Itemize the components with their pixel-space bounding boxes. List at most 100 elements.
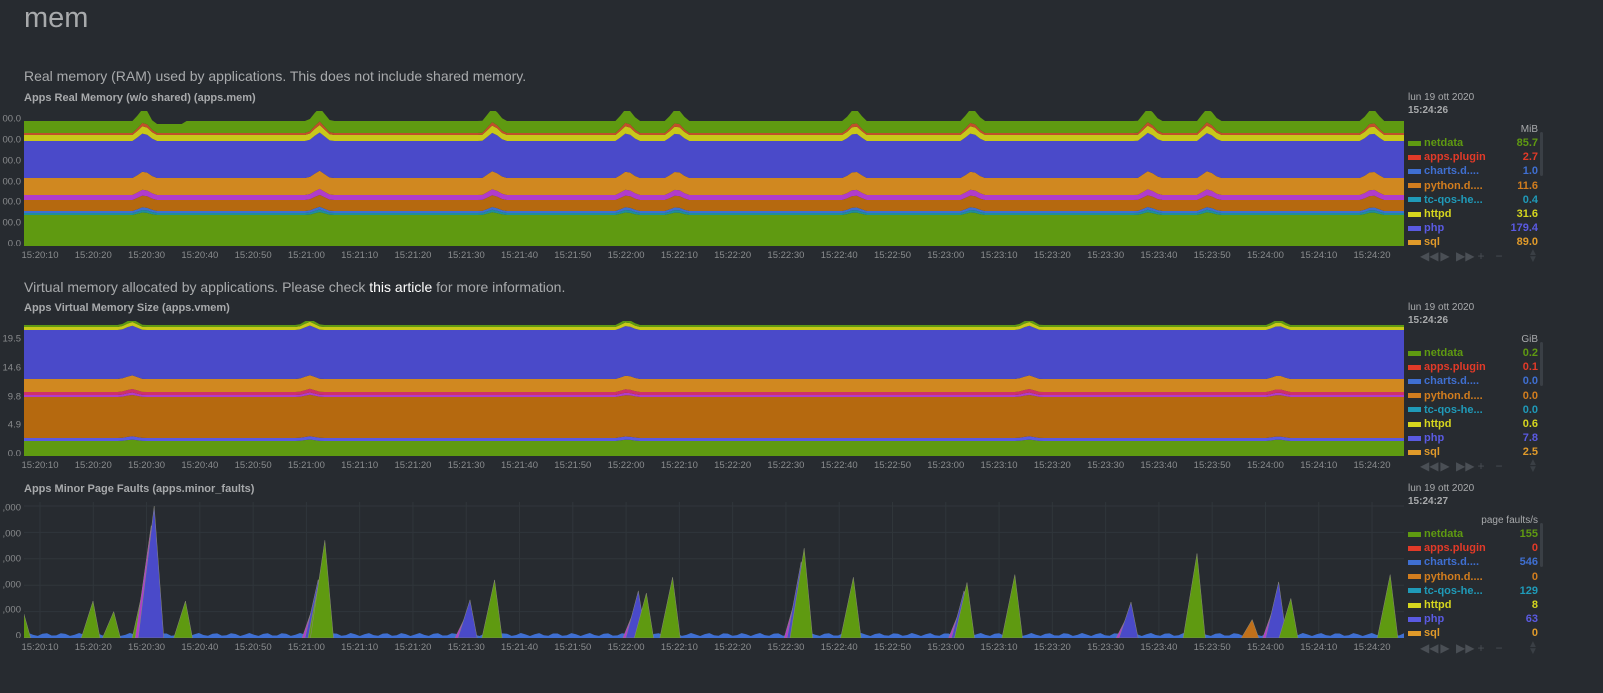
- x-tick-label: 15:21:00: [287, 460, 325, 471]
- legend-item-charts-d[interactable]: charts.d.... 0.0: [1408, 374, 1538, 388]
- x-tick-label: 15:24:10: [1300, 250, 1338, 261]
- legend-swatch: [1408, 602, 1421, 608]
- x-tick-label: 15:23:50: [1193, 250, 1231, 261]
- x-tick-label: 15:23:10: [980, 642, 1018, 653]
- legend-scrollbar[interactable]: [1540, 523, 1543, 567]
- legend-item-sql[interactable]: sql 89.0: [1408, 235, 1538, 249]
- plot-area[interactable]: [24, 111, 1404, 246]
- series-area: [24, 132, 1404, 178]
- legend-swatch: [1408, 574, 1421, 580]
- legend-swatch: [1408, 616, 1421, 622]
- legend-item-tc-qos-he[interactable]: tc-qos-he... 0.4: [1408, 193, 1538, 207]
- this-article-link[interactable]: this article: [369, 279, 433, 295]
- y-tick-label: ,000: [2, 502, 22, 514]
- legend-item-httpd[interactable]: httpd 8: [1408, 598, 1538, 612]
- x-tick-label: 15:24:20: [1353, 642, 1391, 653]
- legend-item-python-d[interactable]: python.d.... 11.6: [1408, 179, 1538, 193]
- legend-item-apps-plugin[interactable]: apps.plugin 0: [1408, 541, 1538, 555]
- legend-item-php[interactable]: php 7.8: [1408, 431, 1538, 445]
- y-tick-label: 0.0: [7, 448, 21, 457]
- legend-value: 0.0: [1522, 403, 1538, 416]
- x-tick-label: 15:23:00: [927, 642, 965, 653]
- y-tick-label: 14.6: [2, 362, 22, 374]
- plot-area[interactable]: [24, 321, 1404, 456]
- x-tick-label: 15:20:40: [181, 460, 219, 471]
- zoom-in-icon[interactable]: +: [1477, 249, 1485, 263]
- series-area: [24, 188, 1404, 200]
- legend-item-netdata[interactable]: netdata 155: [1408, 527, 1538, 541]
- legend-item-apps-plugin[interactable]: apps.plugin 0.1: [1408, 360, 1538, 374]
- legend-value: 0.6: [1522, 418, 1538, 431]
- legend-item-sql[interactable]: sql 0: [1408, 626, 1538, 640]
- zoom-out-icon[interactable]: −: [1495, 459, 1503, 473]
- legend-item-tc-qos-he[interactable]: tc-qos-he... 129: [1408, 584, 1538, 598]
- resize-handle-icon[interactable]: ▲ ▼: [1528, 247, 1538, 265]
- section-description-vmem: Virtual memory allocated by applications…: [24, 279, 566, 295]
- legend-label: netdata: [1424, 137, 1464, 150]
- legend-item-apps-plugin[interactable]: apps.plugin 2.7: [1408, 150, 1538, 164]
- series-area: [24, 209, 1404, 215]
- x-tick-label: 15:20:20: [74, 642, 112, 653]
- chart-title: Apps Virtual Memory Size (apps.vmem): [24, 302, 230, 314]
- resize-handle-icon[interactable]: ▲ ▼: [1528, 639, 1538, 657]
- series-area: [24, 436, 1404, 441]
- zoom-in-icon[interactable]: +: [1477, 641, 1485, 655]
- legend-swatch: [1408, 197, 1421, 203]
- legend-swatch: [1408, 364, 1421, 370]
- legend-item-charts-d[interactable]: charts.d.... 546: [1408, 555, 1538, 569]
- legend-label: httpd: [1424, 208, 1452, 221]
- zoom-out-icon[interactable]: −: [1495, 641, 1503, 655]
- fast-forward-icon[interactable]: ▶▶: [1456, 249, 1475, 263]
- y-tick-label: 4.9: [7, 419, 21, 431]
- legend-item-php[interactable]: php 179.4: [1408, 221, 1538, 235]
- plot-area[interactable]: [24, 502, 1404, 638]
- y-tick-label: 0.0: [7, 238, 21, 247]
- rewind-icon[interactable]: ◀◀: [1420, 641, 1439, 655]
- legend-swatch: [1408, 449, 1421, 455]
- x-tick-label: 15:24:20: [1353, 250, 1391, 261]
- x-tick-label: 15:21:20: [394, 460, 432, 471]
- legend-swatch: [1408, 545, 1421, 551]
- play-icon[interactable]: ▶: [1440, 249, 1450, 263]
- legend-value: 31.6: [1516, 208, 1538, 221]
- chart-toolbar: ◀◀ ▶ ▶▶ + −: [1420, 459, 1506, 473]
- x-tick-label: 15:23:10: [980, 460, 1018, 471]
- zoom-in-icon[interactable]: +: [1477, 459, 1485, 473]
- legend-item-python-d[interactable]: python.d.... 0.0: [1408, 389, 1538, 403]
- play-icon[interactable]: ▶: [1440, 641, 1450, 655]
- legend-item-php[interactable]: php 63: [1408, 612, 1538, 626]
- rewind-icon[interactable]: ◀◀: [1420, 249, 1439, 263]
- fast-forward-icon[interactable]: ▶▶: [1456, 641, 1475, 655]
- legend-item-httpd[interactable]: httpd 31.6: [1408, 207, 1538, 221]
- x-tick-label: 15:21:30: [447, 642, 485, 653]
- resize-handle-icon[interactable]: ▲ ▼: [1528, 457, 1538, 475]
- zoom-out-icon[interactable]: −: [1495, 249, 1503, 263]
- legend-label: charts.d....: [1424, 375, 1480, 388]
- legend-item-netdata[interactable]: netdata 85.7: [1408, 136, 1538, 150]
- legend-item-httpd[interactable]: httpd 0.6: [1408, 417, 1538, 431]
- x-tick-label: 15:20:50: [234, 460, 272, 471]
- x-tick-label: 15:23:50: [1193, 460, 1231, 471]
- legend-item-tc-qos-he[interactable]: tc-qos-he... 0.0: [1408, 403, 1538, 417]
- legend-scrollbar[interactable]: [1540, 132, 1543, 176]
- x-tick-label: 15:23:20: [1033, 642, 1071, 653]
- legend-scrollbar[interactable]: [1540, 342, 1543, 386]
- legend-item-netdata[interactable]: netdata 0.2: [1408, 346, 1538, 360]
- legend-label: php: [1424, 222, 1445, 235]
- legend-item-sql[interactable]: sql 2.5: [1408, 445, 1538, 459]
- legend-label: apps.plugin: [1424, 542, 1486, 555]
- x-tick-label: 15:21:20: [394, 250, 432, 261]
- x-tick-label: 15:24:10: [1300, 642, 1338, 653]
- legend-swatch: [1408, 588, 1421, 594]
- legend-item-python-d[interactable]: python.d.... 0: [1408, 570, 1538, 584]
- rewind-icon[interactable]: ◀◀: [1420, 459, 1439, 473]
- x-tick-label: 15:21:50: [554, 250, 592, 261]
- legend-label: python.d....: [1424, 389, 1483, 402]
- play-icon[interactable]: ▶: [1440, 459, 1450, 473]
- fast-forward-icon[interactable]: ▶▶: [1456, 459, 1475, 473]
- y-tick-label: 00.0: [2, 155, 22, 167]
- x-tick-label: 15:23:40: [1140, 460, 1178, 471]
- legend-value: 85.7: [1516, 137, 1538, 150]
- series-area: [24, 325, 1404, 379]
- legend-item-charts-d[interactable]: charts.d.... 1.0: [1408, 164, 1538, 178]
